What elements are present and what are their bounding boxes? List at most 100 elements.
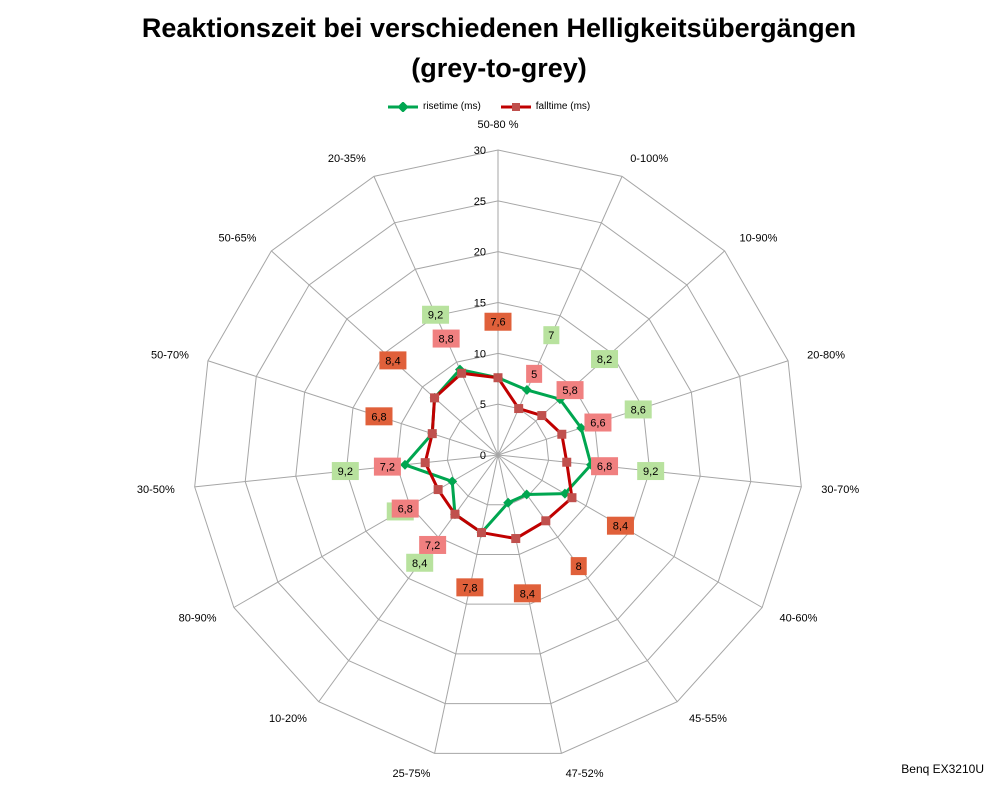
fall-data-label-bg — [484, 312, 512, 331]
fall-point — [493, 373, 503, 383]
rise-data-label: 9,2 — [428, 310, 443, 322]
grid-spoke-1 — [497, 176, 623, 456]
grid-ring-5 — [446, 403, 550, 506]
fall-data-label: 7,6 — [490, 317, 505, 329]
fall-point — [541, 516, 551, 526]
category-label: 10-20% — [269, 713, 307, 725]
grid-ring-30 — [194, 149, 802, 754]
fall-data-label: 8,8 — [439, 334, 454, 346]
fall-data-label: 5 — [531, 369, 537, 381]
fall-data-label-bg — [456, 578, 484, 597]
tick-label-20: 20 — [474, 247, 486, 259]
category-label: 20-35% — [328, 153, 366, 165]
fall-data-label-bg — [379, 351, 407, 370]
rise-data-label-bg — [331, 462, 359, 481]
chart-title-line-2: (grey-to-grey) — [411, 53, 587, 83]
legend-item-rise: risetime (ms) — [388, 101, 481, 112]
fall-data-label: 7,8 — [462, 582, 477, 594]
grid-ring-20 — [295, 251, 701, 655]
fall-data-label-bg — [513, 584, 541, 603]
fall-data-label-bg — [584, 413, 612, 432]
rise-data-label-bg — [543, 326, 560, 345]
fall-data-label: 8,4 — [520, 588, 535, 600]
fall-point — [562, 457, 572, 467]
legend-label-rise: risetime (ms) — [423, 101, 481, 112]
category-label: 10-90% — [740, 233, 778, 245]
fall-point — [433, 485, 443, 495]
rise-point — [576, 423, 587, 433]
rise-data-label: 8,6 — [631, 404, 646, 416]
category-label: 50-70% — [151, 350, 189, 362]
tick-label-30: 30 — [474, 145, 486, 157]
category-label: 25-75% — [393, 768, 431, 780]
legend: risetime (ms) falltime (ms) — [388, 101, 590, 112]
fall-data-label: 7,2 — [380, 462, 395, 474]
category-label: 40-60% — [779, 613, 817, 625]
fall-data-label: 6,8 — [597, 461, 612, 473]
rise-point — [503, 497, 514, 508]
category-label: 30-50% — [137, 484, 175, 496]
grid-spoke-8 — [434, 454, 499, 754]
fall-data-label: 6,8 — [371, 411, 386, 423]
fall-point — [457, 368, 467, 378]
grid-ring-25 — [244, 200, 752, 705]
fall-data-label: 7,2 — [425, 540, 440, 552]
rise-data-label-bg — [591, 350, 619, 369]
fall-point — [557, 429, 567, 439]
grid-ring-10 — [396, 352, 600, 555]
rise-data-label: 9,2 — [643, 466, 658, 478]
category-label: 45-55% — [689, 713, 727, 725]
tick-label-25: 25 — [474, 196, 486, 208]
grid-spoke-9 — [318, 454, 499, 703]
fall-data-label-bg — [432, 329, 460, 348]
rise-data-label-bg — [422, 305, 450, 324]
grid-spoke-12 — [207, 360, 499, 456]
category-label: 50-80 % — [478, 119, 519, 131]
fall-point — [567, 493, 577, 503]
tick-label-15: 15 — [474, 298, 486, 310]
fall-point — [430, 393, 440, 403]
grid-ring-15 — [345, 301, 651, 605]
rise-data-label: 7 — [548, 330, 554, 342]
rise-data-label-bg — [637, 462, 665, 481]
fall-data-label: 8,4 — [613, 521, 628, 533]
fall-data-label-bg — [606, 516, 634, 535]
tick-label-5: 5 — [480, 399, 486, 411]
rise-data-label: 9,2 — [338, 466, 353, 478]
fall-data-label-bg — [570, 557, 587, 576]
category-label: 20-80% — [807, 350, 845, 362]
fall-data-label-bg — [365, 407, 393, 426]
legend-swatch-fall — [500, 102, 531, 111]
legend-item-fall: falltime (ms) — [500, 101, 591, 112]
legend-label-fall: falltime (ms) — [535, 101, 591, 112]
series-line-fall — [423, 371, 574, 541]
category-label: 30-70% — [821, 484, 859, 496]
fall-point — [420, 458, 430, 468]
rise-point — [559, 488, 570, 499]
category-label: 0-100% — [630, 153, 668, 165]
footer-label: Benq EX3210U — [901, 762, 984, 776]
rise-point — [521, 385, 532, 395]
rise-data-label: 8,2 — [597, 354, 612, 366]
fall-point — [450, 509, 460, 519]
fall-data-label-bg — [526, 364, 543, 383]
fall-data-label: 8,4 — [385, 355, 400, 367]
rise-point — [521, 489, 532, 500]
fall-point — [427, 429, 437, 439]
fall-point — [511, 534, 521, 544]
tick-label-10: 10 — [474, 348, 486, 360]
fall-data-label-bg — [591, 457, 619, 476]
rise-data-label: 8,4 — [412, 558, 427, 570]
category-label: 50-65% — [219, 233, 257, 245]
legend-swatch-rise — [388, 101, 418, 112]
category-label: 47-52% — [566, 768, 604, 780]
rise-point — [447, 476, 458, 487]
rise-point — [400, 459, 410, 470]
tick-label-0: 0 — [480, 450, 486, 462]
category-label: 80-90% — [179, 613, 217, 625]
fall-data-label-bg — [556, 381, 584, 400]
fall-point — [477, 528, 487, 538]
chart-title-line-1: Reaktionszeit bei verschiedenen Helligke… — [141, 13, 857, 43]
fall-point — [537, 411, 547, 421]
